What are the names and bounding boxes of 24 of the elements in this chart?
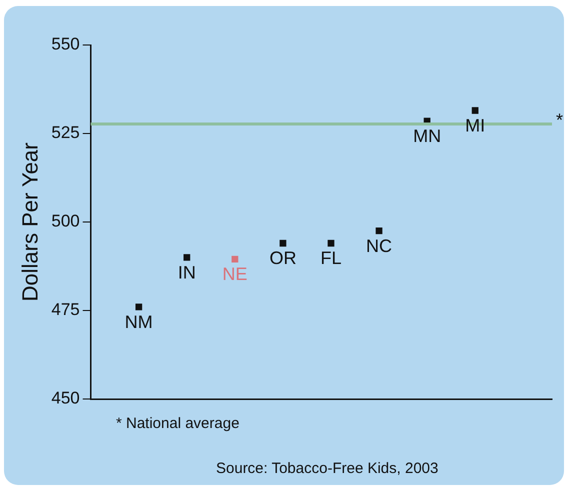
x-tick-label: MI — [465, 115, 486, 136]
ref-line-label: * — [556, 110, 564, 130]
point — [376, 228, 382, 234]
point — [328, 240, 334, 247]
x-tick-label: IN — [178, 262, 196, 282]
x-tick-label: MN — [413, 126, 442, 146]
y-tick-label: 550 — [51, 34, 80, 54]
y-tick-label: 475 — [51, 300, 80, 320]
x-tick-label: NM — [124, 312, 153, 332]
x-tick-label: OR — [269, 248, 296, 268]
point — [184, 254, 190, 261]
x-tick-label: NC — [366, 236, 392, 256]
point — [280, 240, 286, 247]
point — [232, 256, 238, 262]
point — [472, 107, 478, 114]
point — [135, 304, 142, 310]
y-tick-label: 525 — [51, 123, 80, 142]
text: * National average — [116, 415, 240, 432]
source-note: Source: Tobacco-Free Kids, 2003 — [216, 460, 438, 477]
y-tick-label: 500 — [51, 212, 80, 231]
x-tick-label: NE — [222, 264, 248, 284]
x-tick-label: FL — [320, 248, 342, 268]
y-axis-title: Dollars Per Year — [17, 142, 42, 302]
y-tick-label: 450 — [51, 388, 80, 408]
